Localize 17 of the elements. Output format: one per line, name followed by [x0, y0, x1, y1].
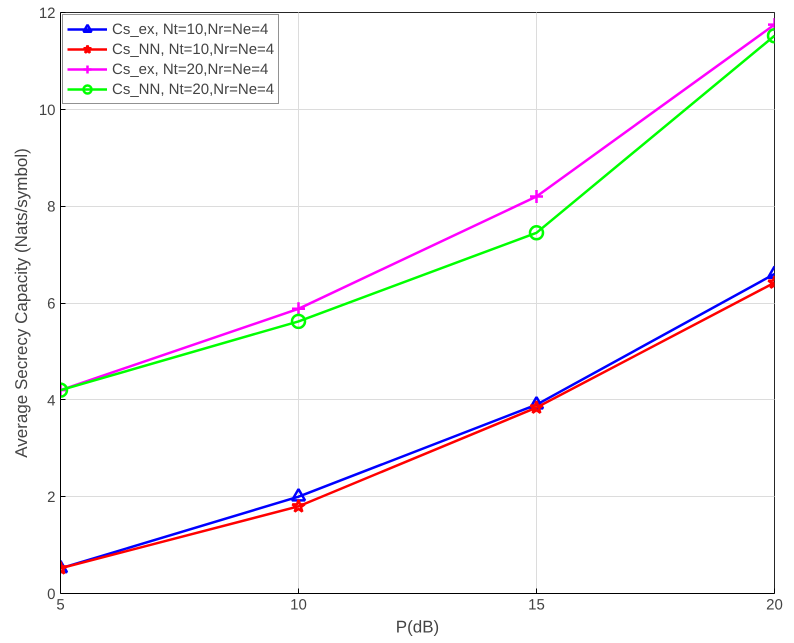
y-tick-label: 6: [47, 296, 56, 312]
x-tick-label: 15: [528, 596, 545, 614]
x-axis-title: P(dB): [396, 618, 440, 636]
legend-label: Cs_NN, Nt=10,Nr=Ne=4: [112, 40, 274, 58]
x-tick-label: 5: [56, 596, 65, 614]
y-tick-label: 8: [47, 198, 56, 216]
legend-label: Cs_ex, Nt=20,Nr=Ne=4: [112, 60, 268, 78]
y-tick-label: 2: [47, 489, 56, 506]
x-tick-label: 10: [290, 596, 307, 614]
y-tick-label: 12: [38, 5, 56, 22]
y-tick-label: 0: [47, 586, 56, 603]
y-tick-label: 4: [47, 392, 56, 410]
legend-label: Cs_NN, Nt=20,Nr=Ne=4: [112, 80, 274, 98]
y-axis-title: Average Secrecy Capacity (Nats/symbol): [12, 148, 31, 458]
legend-label: Cs_ex, Nt=10,Nr=Ne=4: [112, 20, 268, 38]
x-tick-label: 20: [766, 596, 783, 614]
y-tick-label: 10: [38, 102, 56, 119]
